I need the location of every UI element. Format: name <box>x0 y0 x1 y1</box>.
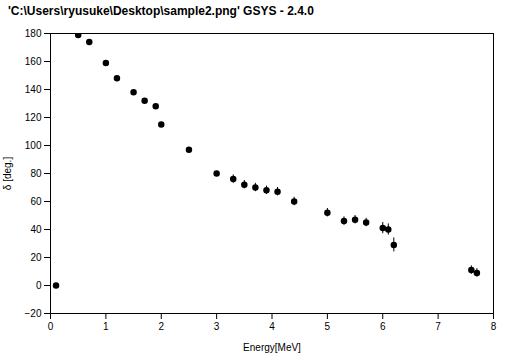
svg-text:1: 1 <box>103 321 109 332</box>
svg-text:80: 80 <box>30 168 42 179</box>
svg-text:20: 20 <box>30 252 42 263</box>
svg-text:60: 60 <box>30 196 42 207</box>
svg-text:0: 0 <box>48 321 54 332</box>
svg-text:6: 6 <box>380 321 386 332</box>
svg-text:7: 7 <box>435 321 441 332</box>
svg-text:8: 8 <box>491 321 497 332</box>
svg-text:4: 4 <box>269 321 275 332</box>
svg-text:5: 5 <box>325 321 331 332</box>
svg-text:100: 100 <box>25 140 42 151</box>
html-text:'C:\Users\ryusuke\Desktop\samp: 'C:\Users\ryusuke\Desktop\sample2.png' G… <box>8 4 314 18</box>
svg-text:120: 120 <box>25 112 42 123</box>
svg-text:3: 3 <box>214 321 220 332</box>
svg-text:Energy[MeV]: Energy[MeV] <box>243 342 301 353</box>
svg-text:160: 160 <box>25 56 42 67</box>
svg-text:180: 180 <box>25 28 42 39</box>
svg-text:40: 40 <box>30 224 42 235</box>
svg-text:0: 0 <box>36 280 42 291</box>
svg-text:δ [deg.]: δ [deg.] <box>2 157 13 191</box>
svg-text:140: 140 <box>25 84 42 95</box>
svg-text:−20: −20 <box>25 308 42 319</box>
svg-text:2: 2 <box>158 321 164 332</box>
